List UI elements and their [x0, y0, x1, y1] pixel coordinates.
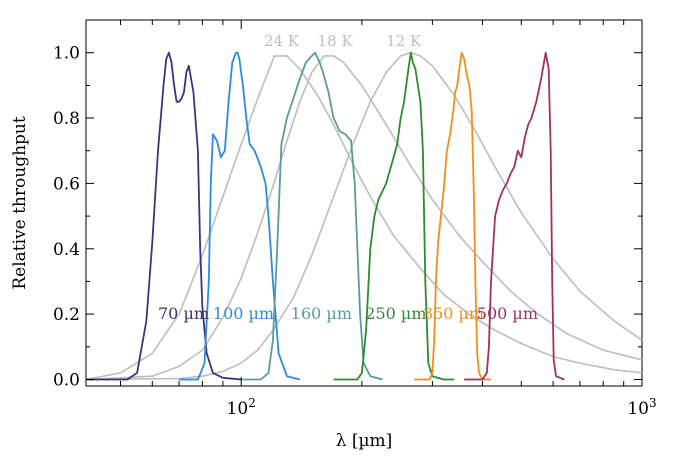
y-tick-label-2: 0.4 — [53, 240, 80, 260]
y-tick-label-4: 0.8 — [53, 109, 80, 129]
y-tick-label-0: 0.0 — [53, 371, 80, 391]
filter-curves — [86, 51, 565, 381]
x-axis-label: λ [µm] — [336, 431, 393, 451]
filter-curve-4 — [414, 51, 491, 381]
blackbody-curve-1 — [85, 55, 643, 381]
y-tick-label-5: 1.0 — [53, 44, 80, 64]
blackbody-label-2: 12 K — [386, 32, 422, 50]
axes: 0.0 0.2 0.4 0.6 0.8 1.0 102 103 — [53, 19, 657, 419]
blackbody-curve-0 — [85, 55, 643, 381]
y-tick-label-1: 0.2 — [53, 305, 80, 325]
filter-label-1: 100 µm — [213, 304, 274, 323]
filter-curve-0 — [86, 51, 242, 381]
filter-label-0: 70 µm — [158, 304, 209, 323]
filter-curve-3 — [333, 51, 455, 381]
filter-curve-2 — [241, 51, 383, 381]
y-axis-label: Relative throughput — [10, 116, 30, 290]
filter-label-5: 500 µm — [477, 304, 538, 323]
x-tick-label-1: 103 — [627, 396, 656, 419]
x-tick-label-0: 102 — [227, 396, 256, 419]
filter-curve-1 — [179, 51, 301, 381]
plot-frame — [85, 19, 643, 387]
blackbody-curve-2 — [85, 51, 643, 381]
blackbody-label-0: 24 K — [264, 32, 300, 50]
blackbody-curves — [85, 51, 643, 381]
y-tick-label-3: 0.6 — [53, 174, 80, 194]
filter-curve-5 — [464, 51, 565, 381]
filter-label-4: 350 µm — [423, 304, 484, 323]
filter-label-3: 250 µm — [365, 304, 426, 323]
blackbody-label-1: 18 K — [318, 32, 354, 50]
filter-label-2: 160 µm — [291, 304, 352, 323]
